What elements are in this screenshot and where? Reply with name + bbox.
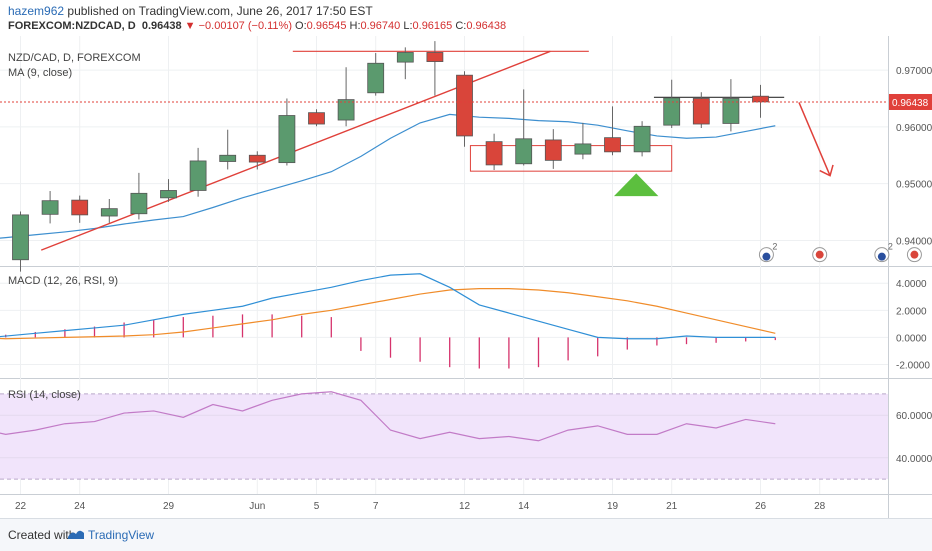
created-with-text: Created with [8,528,76,542]
x-tick-label: 28 [814,501,826,512]
macd-tick-label: 4.0000 [896,279,927,290]
x-tick-label: 5 [314,501,320,512]
rsi-tick-label: 40.0000 [896,454,932,465]
x-tick-label: 19 [607,501,619,512]
candle-down [426,52,444,62]
publisher-line: hazem962 published on TradingView.com, J… [8,4,373,18]
close-value: 0.96438 [466,20,507,32]
signal-line [0,288,776,340]
candle-up [633,125,651,153]
candle-up [12,214,29,261]
candle-up [100,208,118,217]
rsi-band [0,393,888,480]
candle-up [130,192,148,215]
candle-down [692,98,710,125]
x-tick-label: 22 [15,501,27,512]
candle-down [248,154,266,163]
green-triangle-marker [613,173,659,197]
price-change: ▼ −0.00107 (−0.11%) [184,20,292,32]
price-tick-label: 0.97000 [896,66,932,77]
candle-down [456,74,473,137]
candle-down [752,95,769,103]
rsi-tick-label: 60.0000 [896,411,932,422]
rsi-line [0,391,776,442]
ca-flag-icon [815,250,824,259]
support-rectangle-drawing [469,145,673,172]
price-tick-label: 0.94000 [896,236,932,247]
candle-up [367,62,385,94]
candle-up [219,154,237,162]
macd-pane-title: MACD (12, 26, RSI, 9) [8,275,118,287]
candle-up [278,115,296,164]
candle-down [71,199,89,216]
x-tick-label: 29 [163,501,175,512]
author-name[interactable]: hazem962 [8,4,65,18]
candle-up [722,98,740,124]
price-tick-label: 0.96000 [896,123,932,134]
trend-line-drawing [40,50,551,251]
candle-down [544,139,562,161]
price-tick-label: 0.95000 [896,180,932,191]
low-label: L: [403,20,413,32]
symbol-label[interactable]: FOREXCOM:NZDCAD, D [8,20,136,32]
candle-down [485,141,503,166]
candle-up [574,143,592,155]
low-value: 0.96165 [412,20,453,32]
candle-up [515,138,533,165]
ca-flag-icon [910,250,919,259]
candle-up [160,190,177,199]
macd-tick-label: 2.0000 [896,306,927,317]
chart-header: hazem962 published on TradingView.com, J… [0,0,932,36]
x-tick-label: 24 [74,501,86,512]
published-info: published on TradingView.com, June 26, 2… [67,4,373,18]
candle-up [663,97,681,126]
rsi-pane-title: RSI (14, close) [8,389,81,401]
candle-down [308,112,325,125]
last-price-label: 0.96438 [892,98,929,109]
last-price-badge [889,93,932,110]
open-label: O: [295,20,307,32]
ma-indicator-label: MA (9, close) [8,67,72,79]
nz-flag-icon [762,252,771,261]
chart-canvas[interactable]: 22 24 29 Jun 5 7 12 14 19 21 26 280.970000.960000.9… [0,36,932,518]
candle-down [604,137,621,153]
macd-line [0,273,776,340]
x-tick-label: Jun [249,501,265,512]
x-tick-label: 12 [459,501,471,512]
ma-line [0,113,776,239]
ohlc-line: FOREXCOM:NZDCAD, D 0.96438 ▼ −0.00107 (−… [8,20,506,32]
event-count-label: 2 [888,242,893,252]
close-label: C: [455,20,467,32]
current-price: 0.96438 [141,20,182,32]
tradingview-brand[interactable]: TradingView [88,528,155,542]
x-tick-label: 21 [666,501,678,512]
nz-flag-icon [877,252,886,261]
open-value: 0.96545 [306,20,347,32]
down-arrow-shaft [798,102,831,176]
macd-tick-label: 0.0000 [896,333,927,344]
x-tick-label: 26 [755,501,767,512]
candle-up [189,160,207,191]
macd-tick-label: -2.0000 [896,360,930,371]
candle-up [396,52,414,63]
candle-up [41,200,59,215]
tradingview-logo-icon[interactable] [66,524,86,544]
footer: Created with TradingView [0,518,932,551]
x-tick-label: 7 [373,501,379,512]
high-label: H: [349,20,361,32]
price-pane-title: NZD/CAD, D, FOREXCOM [8,52,141,64]
down-arrow-head [819,164,834,177]
event-count-label: 2 [772,242,777,252]
high-value: 0.96740 [360,20,401,32]
x-tick-label: 14 [518,501,530,512]
candle-up [337,99,355,121]
